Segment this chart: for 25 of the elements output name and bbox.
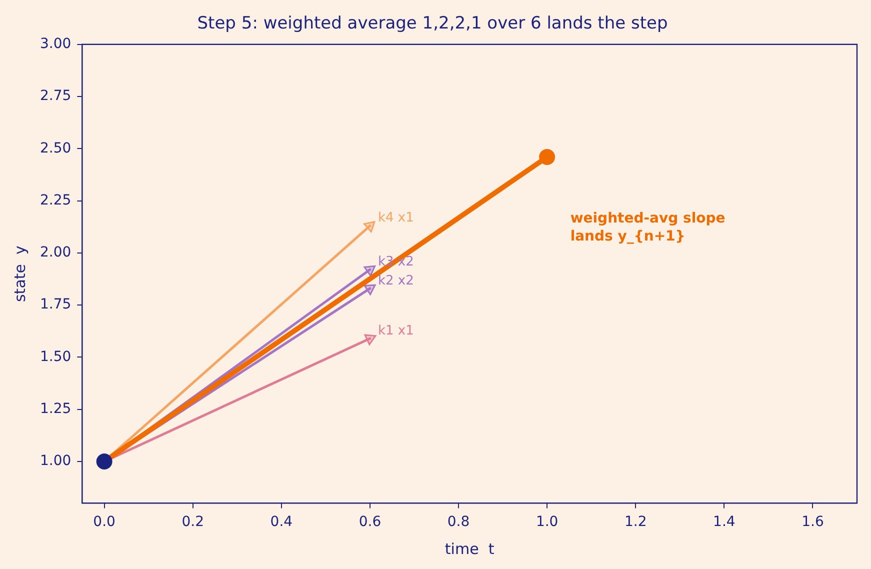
y-tick-label: 1.25	[40, 400, 72, 417]
x-axis-title: time t	[444, 540, 494, 558]
x-tick-label: 0.8	[447, 514, 470, 530]
x-tick-label: 0.2	[182, 514, 204, 530]
x-tick-label: 1.6	[802, 514, 824, 530]
series-label: k2 x2	[378, 273, 414, 288]
y-tick-label: 2.75	[40, 88, 72, 104]
y-tick-label: 2.25	[40, 192, 72, 208]
x-tick-label: 1.4	[713, 514, 736, 530]
series-label: k1 x1	[378, 323, 414, 338]
y-tick-label: 1.50	[40, 348, 72, 365]
y-tick-label: 2.00	[40, 244, 72, 261]
y-tick-label: 2.50	[40, 140, 72, 156]
chart-title: Step 5: weighted average 1,2,2,1 over 6 lands the step	[197, 14, 668, 34]
annotation: weighted-avg slope lands y_{n+1}	[570, 210, 726, 245]
x-tick-label: 1.0	[536, 514, 558, 530]
y-tick-label: 3.00	[40, 36, 72, 52]
x-tick-label: 1.2	[624, 514, 647, 530]
x-tick-label: 0.0	[93, 514, 116, 530]
series-label: k4 x1	[378, 210, 414, 226]
y-tick-label: 1.00	[40, 453, 72, 470]
y-axis-title: state y	[10, 245, 29, 302]
x-tick-label: 0.4	[270, 514, 293, 530]
x-tick-label: 0.6	[358, 514, 382, 530]
y-tick-label: 1.75	[40, 296, 72, 313]
